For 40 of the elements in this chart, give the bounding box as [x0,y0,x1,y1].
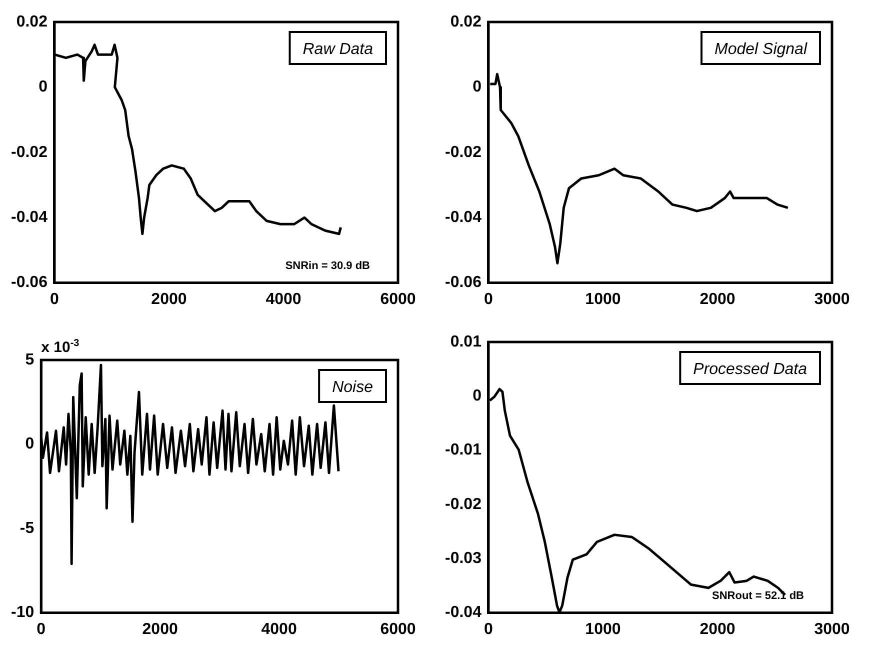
y-tick-label: 0 [472,78,482,96]
x-tick-label: 0 [484,290,494,308]
y-tick-label: 0.02 [16,13,48,30]
y-tick-label: -0.04 [11,209,48,226]
y-tick-label: -5 [20,520,34,537]
x-tick-label: 2000 [151,290,187,308]
y-tick-label: 0.01 [450,333,482,350]
x-tick-label: 1000 [585,620,621,638]
y-tick-label: -0.02 [445,144,482,161]
y-tick-label: 0 [25,436,34,453]
y-tick-label: 0 [38,78,48,96]
x-tick-label: 2000 [700,290,736,308]
x-tick-label: 3000 [814,290,850,308]
x-tick-label: 3000 [814,620,850,638]
y-tick-label: -0.02 [445,496,482,513]
annotation: Model Signal [714,41,808,58]
y-tick-label: 5 [25,351,34,368]
annotation: SNRin = 30.9 dB [285,260,370,272]
annotation: Processed Data [693,361,808,378]
x-tick-label: 4000 [261,620,297,638]
x-tick-label: 2000 [142,620,178,638]
y-tick-label: -0.04 [445,604,482,622]
x-tick-label: 4000 [266,290,302,308]
x-tick-label: 6000 [380,620,416,638]
y-tick-label: -0.03 [445,550,482,568]
annotation: Raw Data [302,41,374,58]
y-tick-label: 0 [472,388,482,405]
y-tick-label: -0.02 [11,144,48,161]
x-tick-label: 2000 [700,620,736,638]
y-tick-label: -0.06 [445,274,482,292]
y-tick-label: -10 [11,604,34,622]
x-tick-label: 0 [50,290,60,308]
x-tick-label: 0 [484,620,494,638]
y-tick-label: -0.01 [445,442,482,459]
y-tick-label: -0.06 [11,274,48,292]
y-tick-label: 0.02 [450,13,482,30]
x-tick-label: 6000 [380,290,416,308]
y-tick-label: -0.04 [445,209,482,226]
annotation: Noise [332,379,374,396]
x-tick-label: 1000 [585,290,621,308]
